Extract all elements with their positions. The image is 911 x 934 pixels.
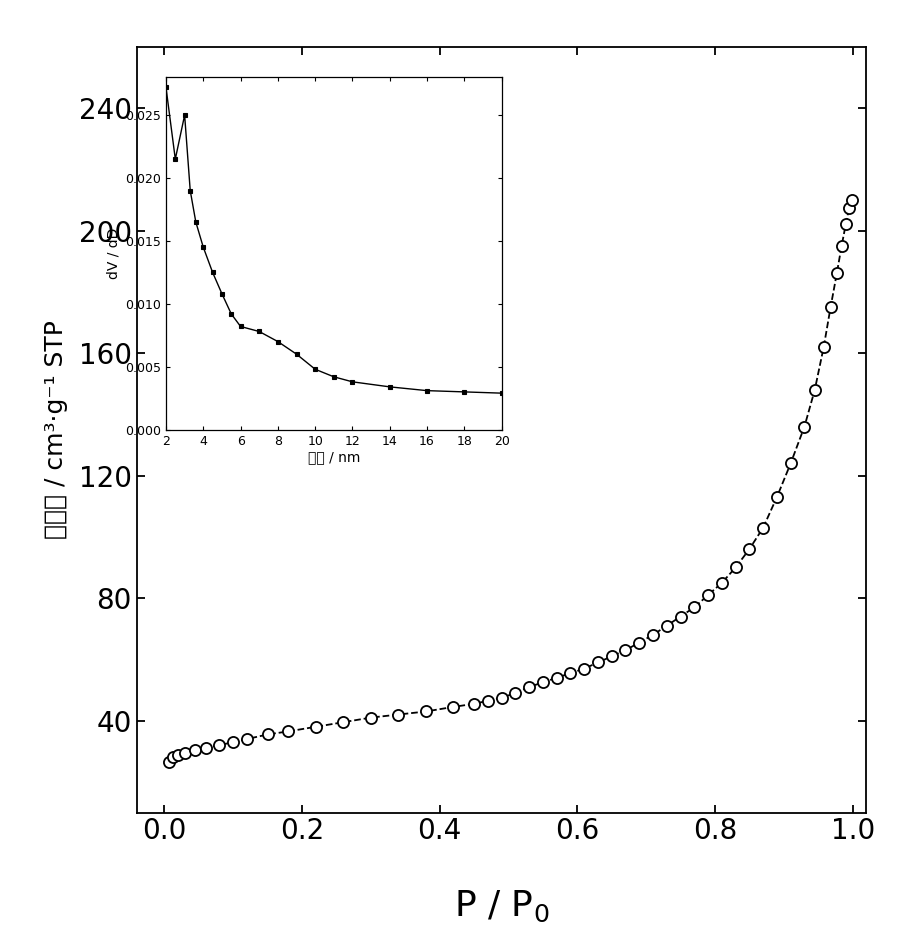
Text: P / P$_0$: P / P$_0$ [454,889,548,925]
Y-axis label: 吸附量 / cm³·g⁻¹ STP: 吸附量 / cm³·g⁻¹ STP [44,320,67,539]
